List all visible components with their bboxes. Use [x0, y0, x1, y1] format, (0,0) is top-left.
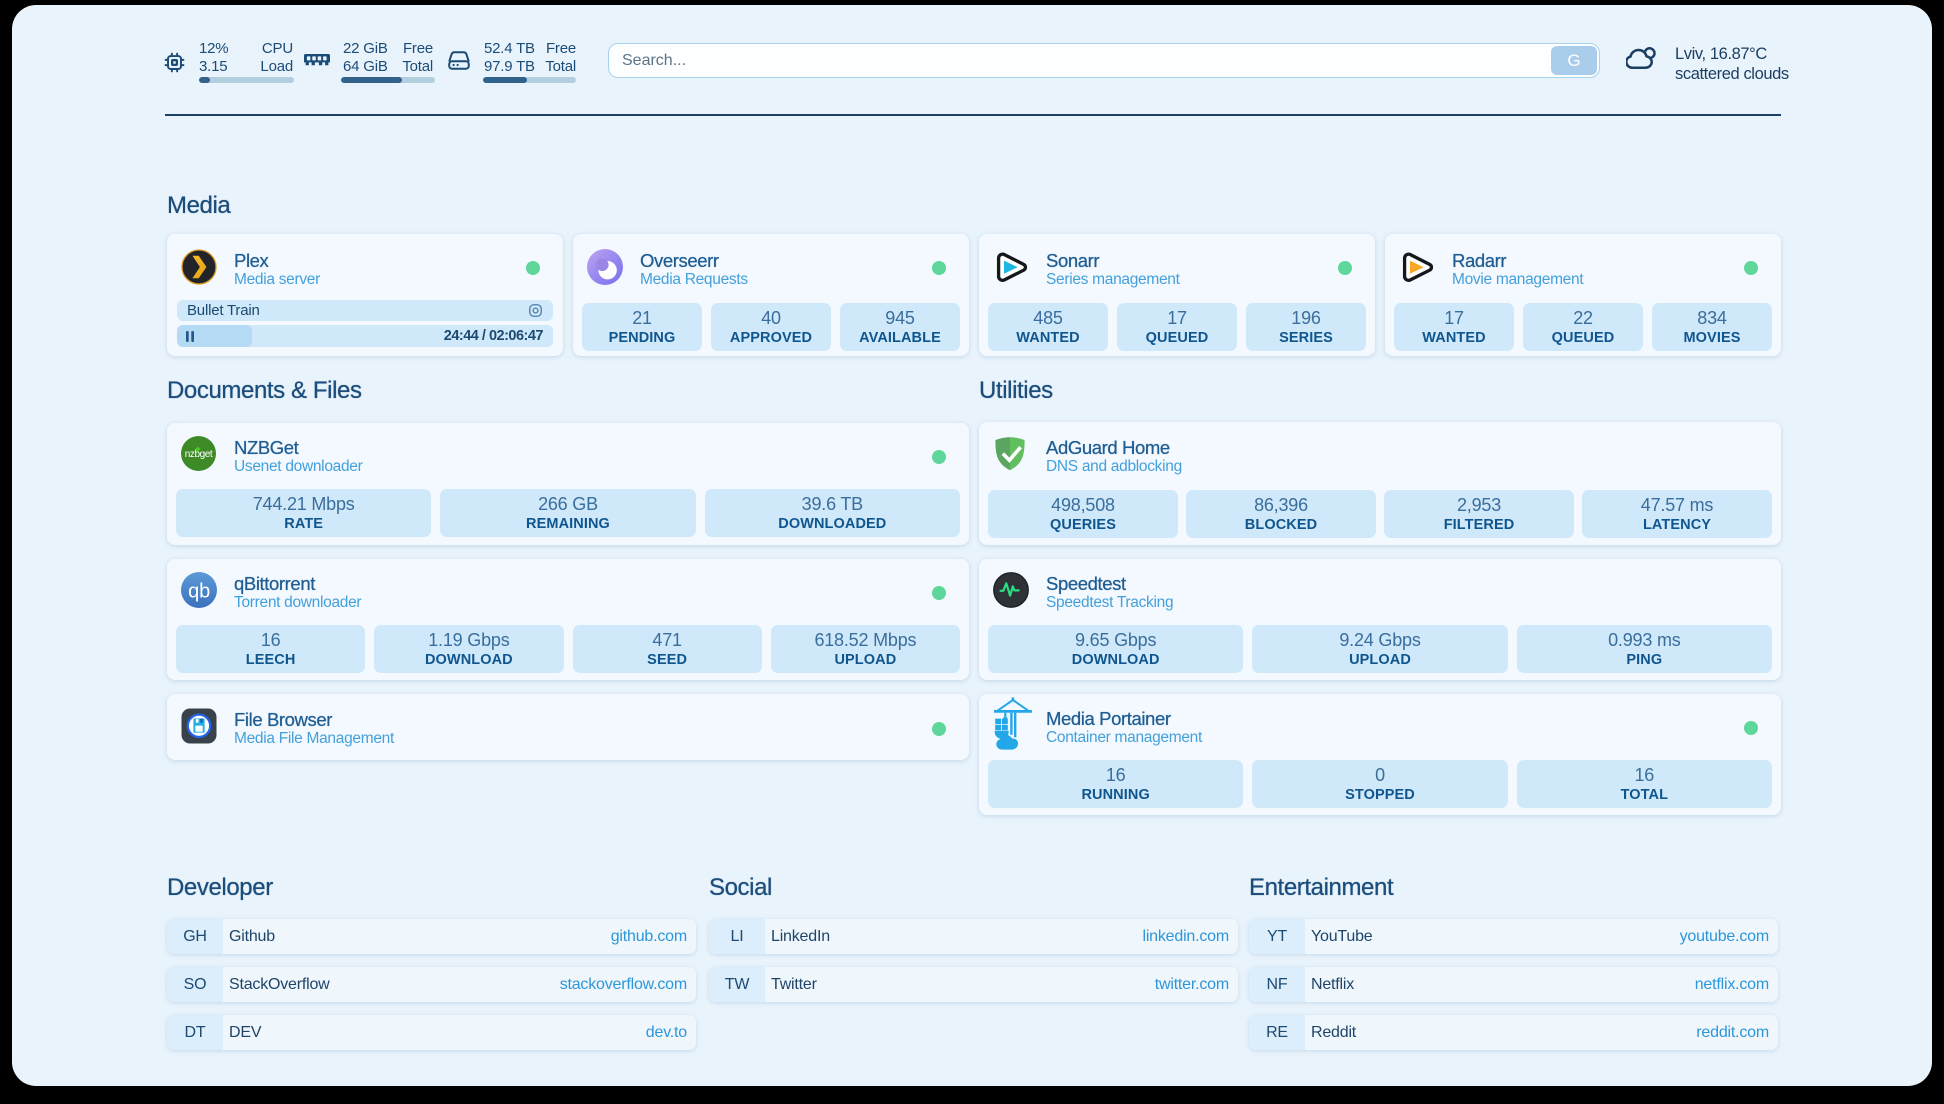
- svg-text:qb: qb: [188, 580, 210, 602]
- svg-text:nzbget: nzbget: [185, 449, 213, 460]
